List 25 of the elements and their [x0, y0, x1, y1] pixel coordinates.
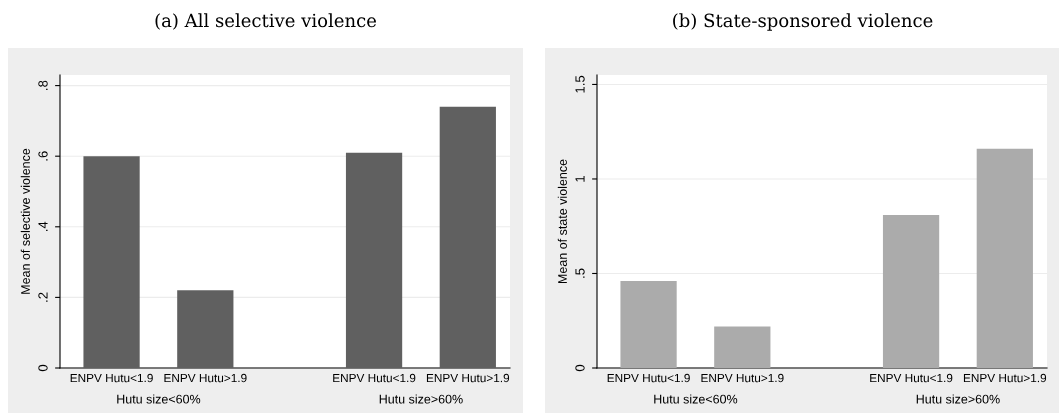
- y-tick-label: .4: [38, 221, 48, 232]
- y-tick-label: .6: [38, 151, 48, 161]
- x-tick-label: ENPV Hutu<1.9: [870, 373, 953, 383]
- y-tick-label: .5: [575, 268, 585, 278]
- y-tick-label: 0: [38, 364, 48, 372]
- x-tick-label: ENPV Hutu>1.9: [963, 373, 1047, 383]
- text: Hutu size<60%: [117, 394, 201, 404]
- x-tick-label: ENPV Hutu>1.9: [701, 373, 784, 383]
- y-axis-title: Mean of selective violence: [20, 148, 30, 294]
- chart-title: (a) All selective violence: [155, 13, 377, 30]
- text: Hutu size<60%: [654, 394, 738, 404]
- x-tick-label: ENPV Hutu<1.9: [607, 373, 690, 383]
- chart-title: (b) State-sponsored violence: [673, 13, 933, 31]
- y-tick-label: 0: [575, 364, 585, 372]
- y-tick-label: .8: [38, 80, 48, 90]
- text: Hutu size>60%: [379, 394, 463, 404]
- y-tick-label: 1: [575, 175, 585, 182]
- x-tick-label: ENPV Hutu<1.9: [70, 373, 153, 383]
- y-axis-title: Mean of state violence: [557, 159, 567, 284]
- y-tick-label: .2: [38, 292, 48, 302]
- text: Hutu size>60%: [916, 394, 1000, 404]
- x-tick-label: ENPV Hutu>1.9: [426, 373, 510, 383]
- x-tick-label: ENPV Hutu>1.9: [164, 373, 247, 383]
- y-tick-label: 1.5: [575, 75, 585, 93]
- x-tick-label: ENPV Hutu<1.9: [333, 373, 416, 383]
